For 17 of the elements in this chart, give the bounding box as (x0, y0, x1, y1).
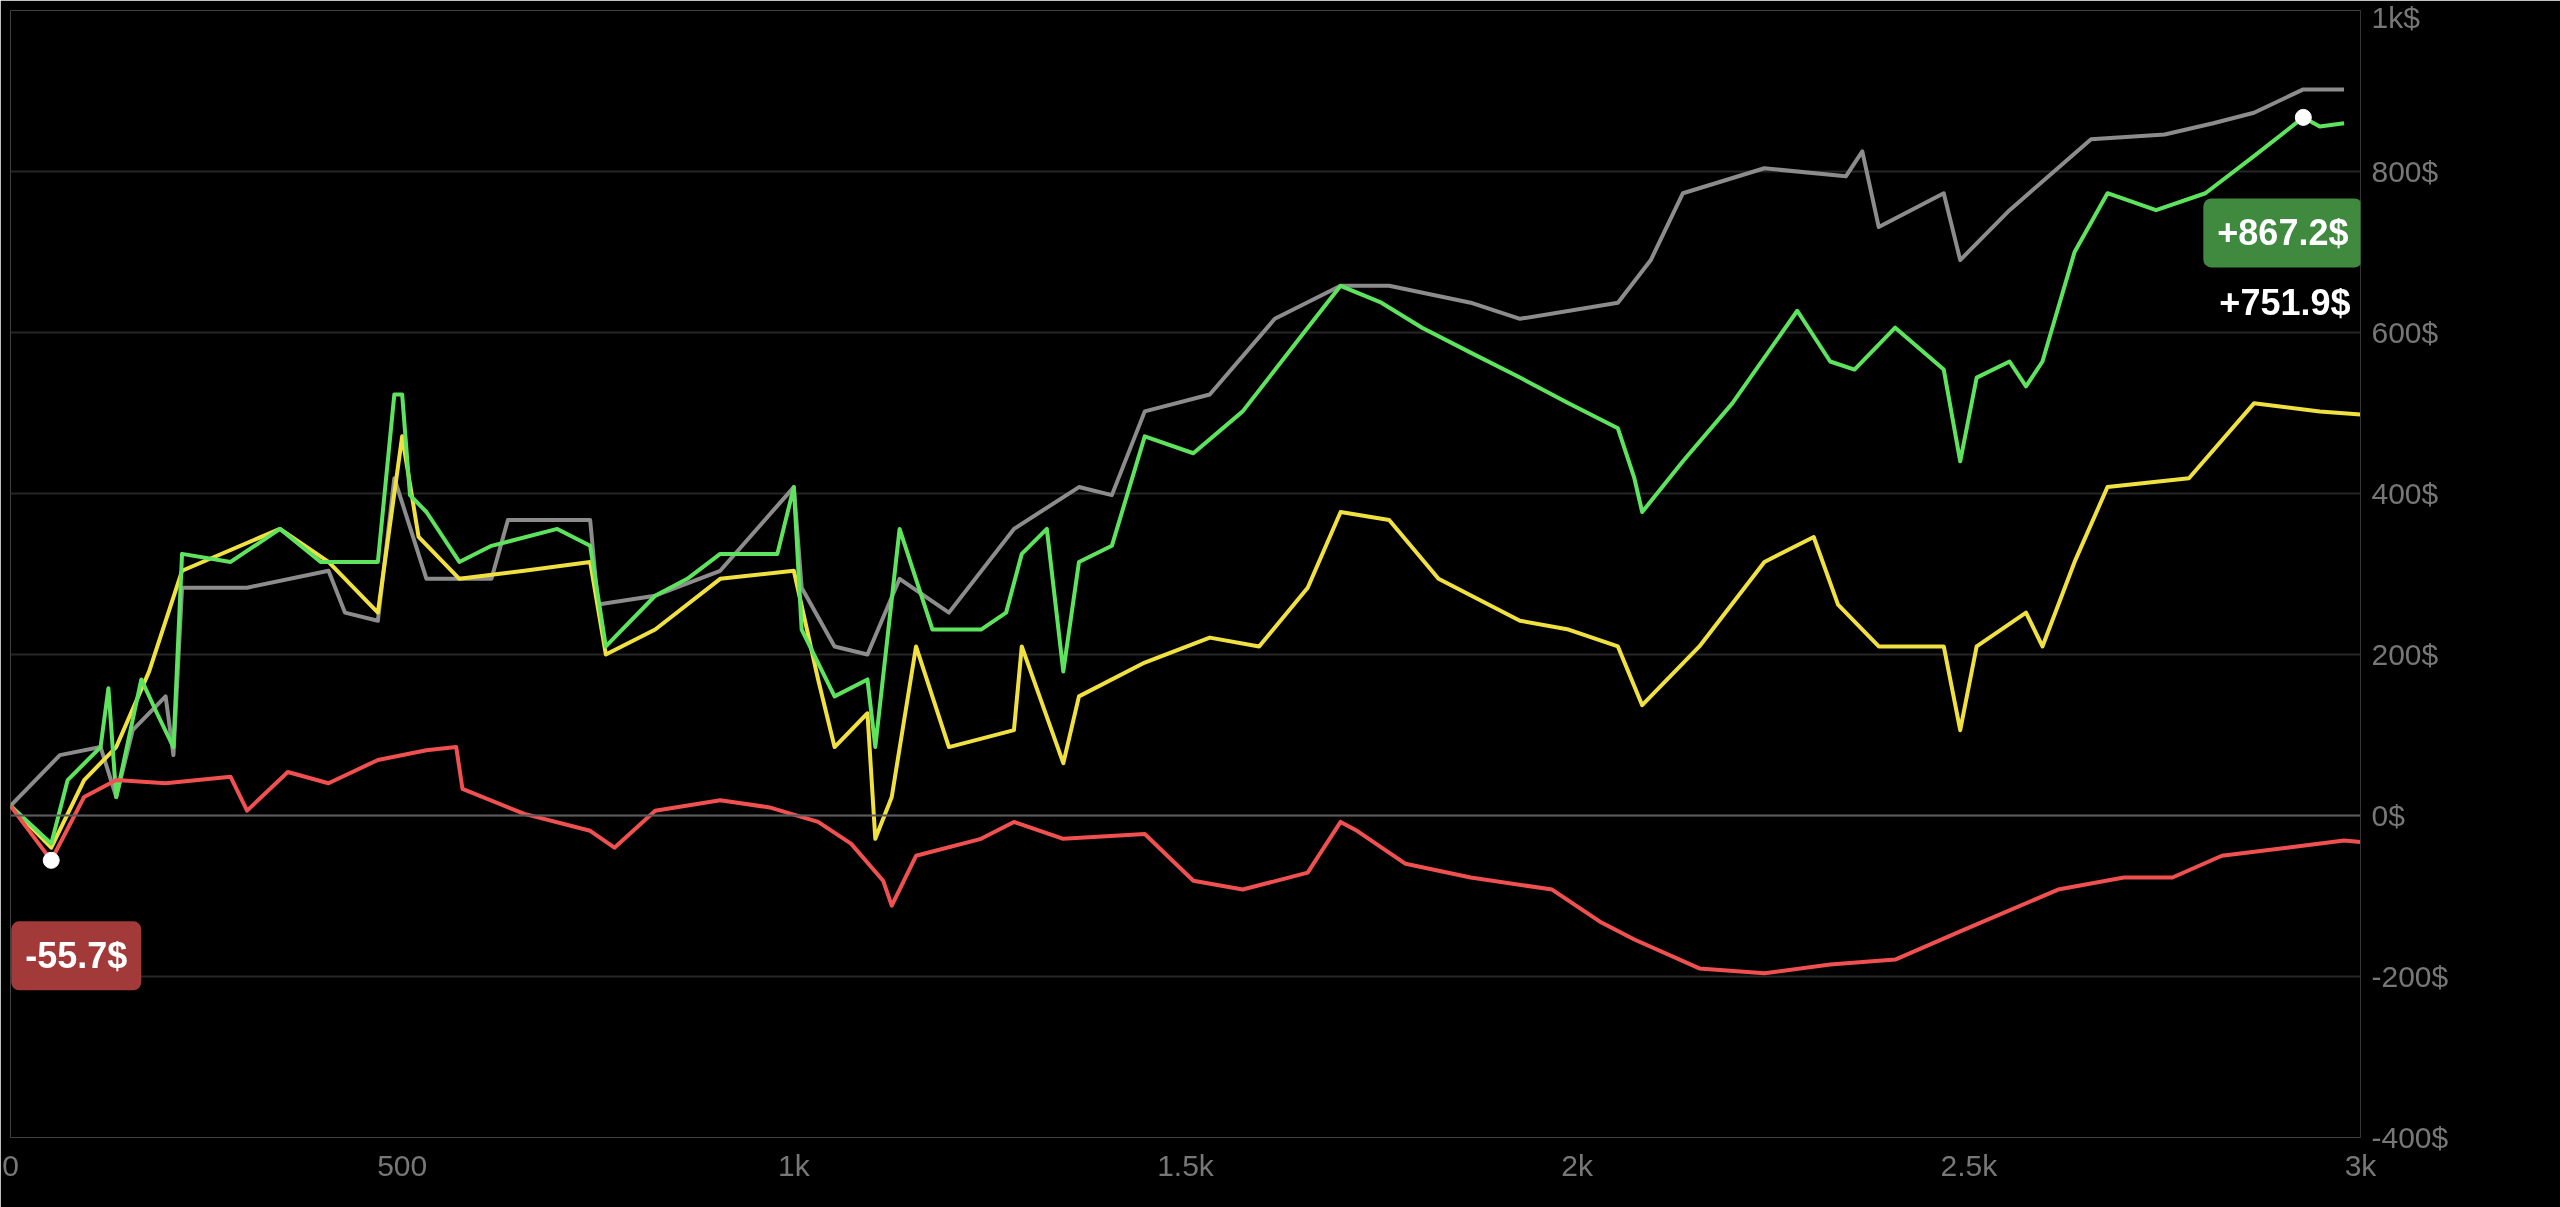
x-tick-label: 2.5k (1940, 1148, 1999, 1182)
x-tick-label: 2k (1561, 1148, 1595, 1182)
line-series (10, 745, 2361, 976)
annotation: +751.9$ (2219, 281, 2351, 323)
y-tick-label: 600$ (2371, 316, 2439, 349)
x-tick-label: 0 (2, 1148, 19, 1182)
y-tick-label: 1k$ (2371, 0, 2421, 34)
y-tick-label: 0$ (2371, 799, 2406, 832)
x-tick-label: 1k (777, 1148, 811, 1182)
annotation: -55.7$ (25, 935, 128, 977)
x-tick-label: 500 (377, 1148, 428, 1182)
x-tick-label: 1.5k (1157, 1148, 1215, 1182)
y-tick-label: 200$ (2371, 638, 2439, 671)
y-tick-label: 400$ (2371, 477, 2439, 510)
y-tick-label: 800$ (2371, 155, 2439, 188)
y-tick-label: -200$ (2371, 960, 2449, 993)
annotation: +867.2$ (2217, 212, 2349, 254)
